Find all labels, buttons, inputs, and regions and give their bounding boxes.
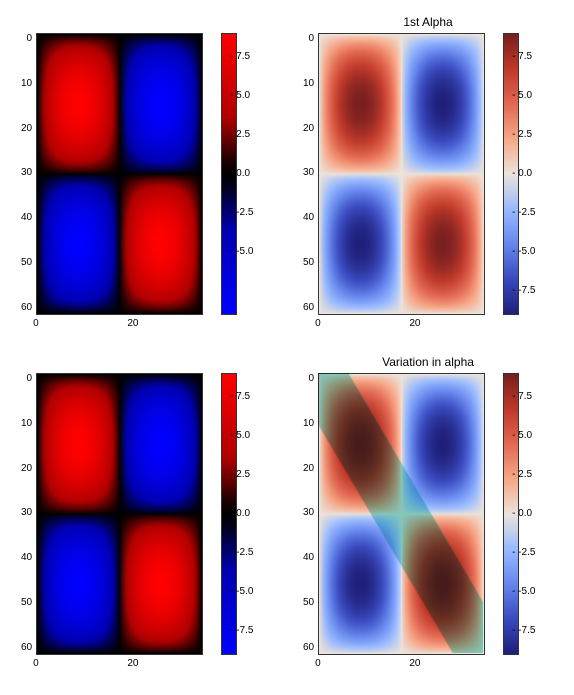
heatmap-box: 020 xyxy=(318,33,485,330)
plot-area: 0102030405060 020 - 7.5- 5.0- 2.5- 0.0- … xyxy=(21,373,271,670)
figure-grid: 0102030405060 020 - 7.5- 5.0- 2.5- 0.0- … xyxy=(0,0,574,685)
colorbar: - 7.5- 5.0- 2.5- 0.0- -2.5- -5.0 xyxy=(221,33,271,315)
heatmap-canvas xyxy=(36,373,203,655)
x-axis-ticks: 020 xyxy=(318,318,483,330)
colorbar-ticks: - 7.5- 5.0- 2.5- 0.0- -2.5- -5.0- -7.5 xyxy=(519,33,553,313)
heatmap-box: 020 xyxy=(318,373,485,670)
colorbar-ticks: - 7.5- 5.0- 2.5- 0.0- -2.5- -5.0- -7.5 xyxy=(237,373,271,653)
colorbar: - 7.5- 5.0- 2.5- 0.0- -2.5- -5.0- -7.5 xyxy=(221,373,271,655)
plot-area: 0102030405060 020 - 7.5- 5.0- 2.5- 0.0- … xyxy=(303,33,553,330)
heatmap-canvas xyxy=(36,33,203,315)
panel-0: 0102030405060 020 - 7.5- 5.0- 2.5- 0.0- … xyxy=(15,15,277,330)
panel-1: 1st Alpha 0102030405060 020 - 7.5- 5.0- … xyxy=(297,15,559,330)
y-axis-ticks: 0102030405060 xyxy=(303,33,318,313)
panel-title: Variation in alpha xyxy=(382,355,474,371)
x-axis-ticks: 020 xyxy=(36,318,201,330)
plot-area: 0102030405060 020 - 7.5- 5.0- 2.5- 0.0- … xyxy=(21,33,271,330)
panel-title: 1st Alpha xyxy=(403,15,452,31)
x-axis-ticks: 020 xyxy=(318,658,483,670)
x-axis-ticks: 020 xyxy=(36,658,201,670)
panel-2: 0102030405060 020 - 7.5- 5.0- 2.5- 0.0- … xyxy=(15,355,277,670)
y-axis-ticks: 0102030405060 xyxy=(21,33,36,313)
colorbar-ticks: - 7.5- 5.0- 2.5- 0.0- -2.5- -5.0- -7.5 xyxy=(519,373,553,653)
panel-3: Variation in alpha 0102030405060 020 - 7… xyxy=(297,355,559,670)
colorbar: - 7.5- 5.0- 2.5- 0.0- -2.5- -5.0- -7.5 xyxy=(503,373,553,655)
colorbar-ticks: - 7.5- 5.0- 2.5- 0.0- -2.5- -5.0 xyxy=(237,33,271,313)
heatmap-canvas xyxy=(318,33,485,315)
heatmap-canvas xyxy=(318,373,485,655)
heatmap-box: 020 xyxy=(36,33,203,330)
colorbar: - 7.5- 5.0- 2.5- 0.0- -2.5- -5.0- -7.5 xyxy=(503,33,553,315)
plot-area: 0102030405060 020 - 7.5- 5.0- 2.5- 0.0- … xyxy=(303,373,553,670)
y-axis-ticks: 0102030405060 xyxy=(21,373,36,653)
heatmap-box: 020 xyxy=(36,373,203,670)
y-axis-ticks: 0102030405060 xyxy=(303,373,318,653)
